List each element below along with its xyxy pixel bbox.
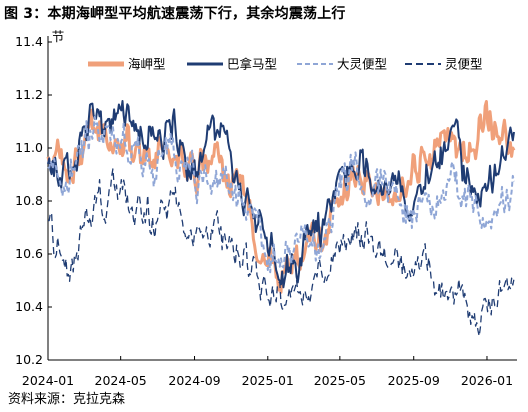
y-tick-label: 11.4 bbox=[15, 34, 43, 49]
chart-title: 图 3：本期海岬型平均航速震荡下行，其余均震荡上行 bbox=[4, 6, 346, 22]
chart-legend: 海岬型 巴拿马型 大灵便型 灵便型 bbox=[88, 57, 483, 72]
legend-label: 海岬型 bbox=[128, 57, 166, 72]
x-tick-label: 2024-01 bbox=[22, 373, 74, 388]
x-tick-label: 2024-05 bbox=[95, 373, 147, 388]
x-tick-label: 2025-09 bbox=[388, 373, 440, 388]
chart-series bbox=[46, 100, 516, 337]
legend-label: 大灵便型 bbox=[337, 57, 387, 72]
axis-ticks: 节 10.2 10.4 10.6 10.8 11.0 11.2 11.4 2024-01 2024… bbox=[15, 29, 513, 388]
y-axis-unit: 节 bbox=[52, 29, 65, 44]
legend-label: 巴拿马型 bbox=[227, 57, 277, 72]
series-line-3 bbox=[47, 115, 515, 274]
y-tick-label: 11.0 bbox=[15, 140, 43, 155]
chart-axes bbox=[47, 36, 517, 361]
x-tick-label: 2024-09 bbox=[168, 373, 220, 388]
y-tick-label: 10.4 bbox=[15, 299, 43, 314]
y-tick-label: 10.6 bbox=[15, 246, 43, 261]
chart-source: 资料来源：克拉克森 bbox=[8, 392, 126, 407]
x-tick-label: 2026-01 bbox=[461, 373, 513, 388]
legend-label: 灵便型 bbox=[445, 57, 483, 72]
series-line-2 bbox=[47, 100, 515, 289]
y-tick-label: 10.2 bbox=[15, 352, 43, 367]
y-tick-label: 11.2 bbox=[15, 87, 43, 102]
x-tick-label: 2025-01 bbox=[242, 373, 294, 388]
y-tick-label: 10.8 bbox=[15, 193, 43, 208]
x-tick-label: 2025-05 bbox=[314, 373, 366, 388]
series-line-4 bbox=[48, 168, 515, 337]
